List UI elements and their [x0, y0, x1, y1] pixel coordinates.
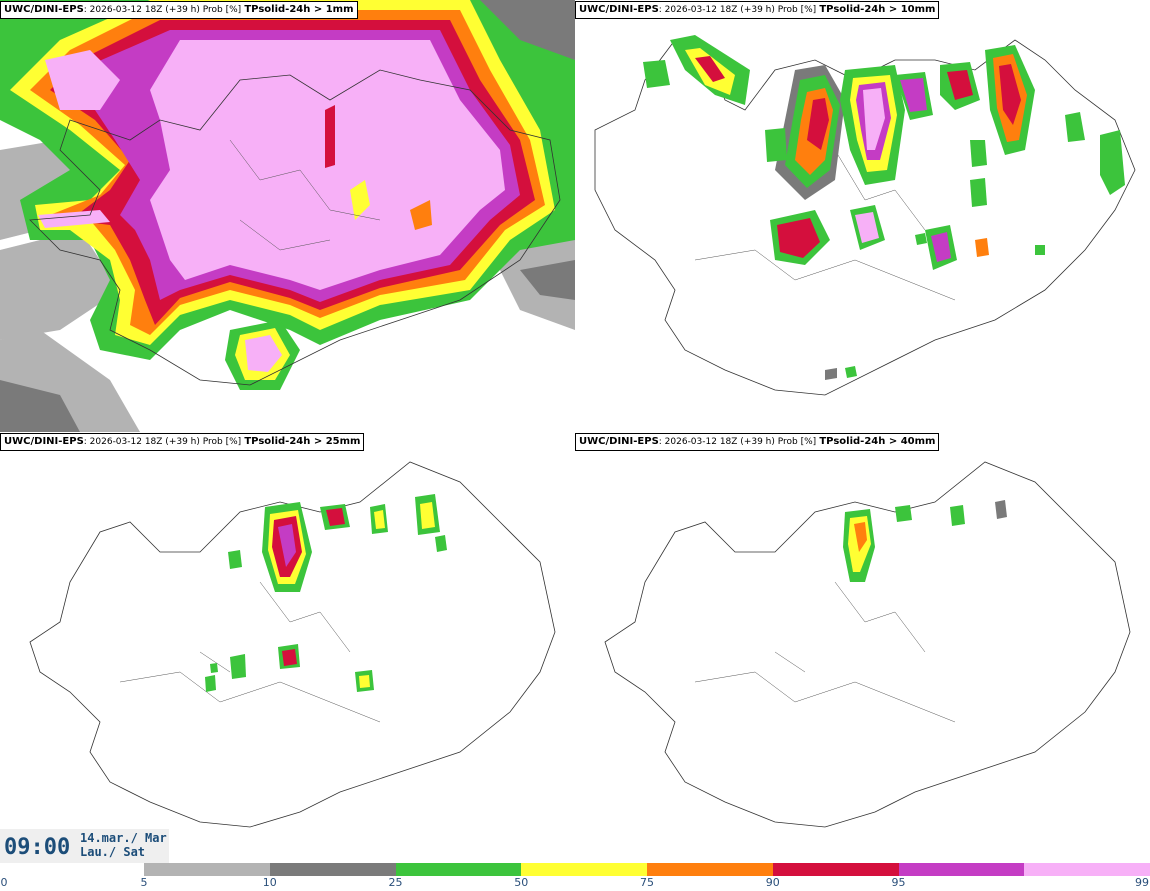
prob-blobs-25mm [205, 494, 447, 692]
colorbar-segment [144, 863, 270, 876]
colorbar-tick-label: 0 [0, 876, 8, 889]
panel-title-1mm: UWC/DINI-EPS: 2026-03-12 18Z (+39 h) Pro… [0, 1, 358, 19]
map-panel-1mm: UWC/DINI-EPS: 2026-03-12 18Z (+39 h) Pro… [0, 0, 575, 432]
colorbar-tick-label: 90 [765, 876, 780, 889]
map-panel-40mm: UWC/DINI-EPS: 2026-03-12 18Z (+39 h) Pro… [575, 432, 1150, 864]
colorbar-tick-label: 25 [388, 876, 403, 889]
map-panel-10mm: UWC/DINI-EPS: 2026-03-12 18Z (+39 h) Pro… [575, 0, 1150, 432]
map-1mm [0, 0, 575, 432]
map-25mm [0, 432, 575, 864]
colorbar-tick-label: 95 [891, 876, 906, 889]
valid-date-line2: Lau./ Sat [80, 845, 146, 859]
colorbar-segment [1024, 863, 1150, 876]
panel-title-40mm: UWC/DINI-EPS: 2026-03-12 18Z (+39 h) Pro… [575, 433, 940, 451]
colorbar-segment [269, 863, 396, 876]
map-10mm [575, 0, 1150, 432]
prob-blobs-40mm [843, 500, 1007, 582]
valid-date-line1: 14.mar./ Mar [80, 831, 167, 845]
valid-date: 14.mar./ Mar Lau./ Sat [80, 831, 167, 859]
valid-time-box: 09:00 14.mar./ Mar Lau./ Sat [0, 829, 169, 863]
valid-time: 09:00 [4, 835, 71, 860]
panel-title-25mm: UWC/DINI-EPS: 2026-03-12 18Z (+39 h) Pro… [0, 433, 365, 451]
colorbar [144, 863, 1150, 876]
colorbar-segment [772, 863, 899, 876]
colorbar-tick-label: 10 [262, 876, 277, 889]
colorbar-tick-label: 99 [1135, 876, 1149, 889]
colorbar-segment [647, 863, 773, 876]
map-panel-25mm: UWC/DINI-EPS: 2026-03-12 18Z (+39 h) Pro… [0, 432, 575, 864]
colorbar-tick-label: 5 [140, 876, 148, 889]
colorbar-segment [395, 863, 522, 876]
prob-blobs-10mm [643, 35, 1125, 380]
map-40mm [575, 432, 1150, 864]
colorbar-segment [521, 863, 647, 876]
colorbar-tick-label: 50 [514, 876, 529, 889]
panel-title-10mm: UWC/DINI-EPS: 2026-03-12 18Z (+39 h) Pro… [575, 1, 940, 19]
colorbar-segment [898, 863, 1025, 876]
colorbar-tick-label: 75 [640, 876, 654, 889]
